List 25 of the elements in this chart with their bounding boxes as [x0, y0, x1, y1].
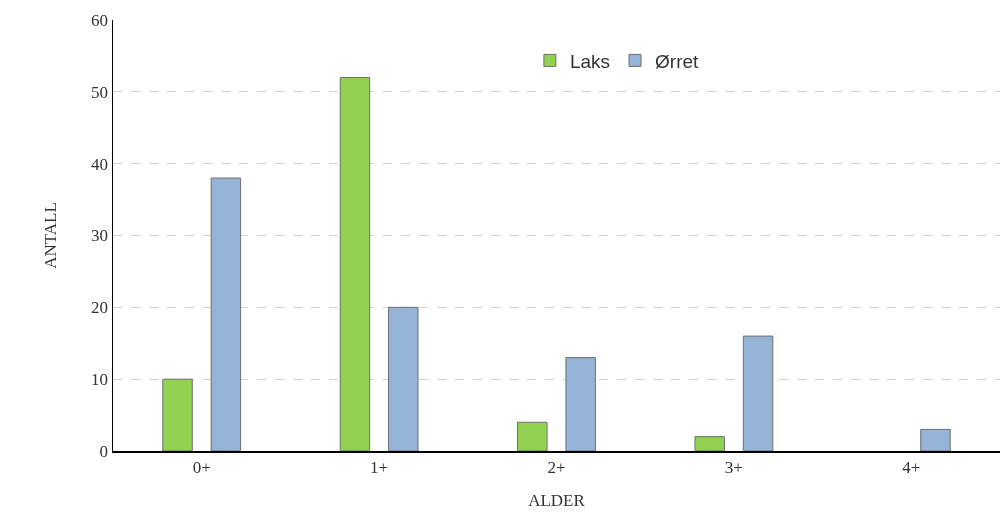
bar [742, 335, 774, 451]
x-tick-label: 0+ [192, 457, 211, 477]
y-tick-label: 0 [99, 441, 109, 461]
bar [920, 428, 951, 451]
y-tick-label: 40 [91, 154, 109, 174]
y-tick-label: 10 [91, 370, 109, 390]
x-tick-label: 4+ [902, 457, 921, 477]
x-tick-label: 2+ [547, 457, 566, 477]
legend-label: Laks [569, 50, 611, 72]
y-tick-label: 60 [91, 10, 109, 30]
bar [388, 306, 419, 451]
bar [210, 177, 242, 451]
x-tick-label: 1+ [370, 457, 389, 477]
x-tick-label: 3+ [724, 457, 743, 477]
y-tick-label: 20 [91, 298, 109, 318]
y-axis-title: ANTALL [40, 202, 60, 269]
bar [339, 76, 371, 451]
bar [162, 378, 193, 451]
bar [517, 421, 548, 451]
legend-label: Ørret [655, 50, 700, 72]
y-tick-label: 30 [91, 226, 109, 246]
bar [565, 357, 596, 451]
x-axis-title: ALDER [528, 491, 586, 511]
y-tick-label: 50 [91, 82, 109, 102]
bar [694, 436, 725, 451]
